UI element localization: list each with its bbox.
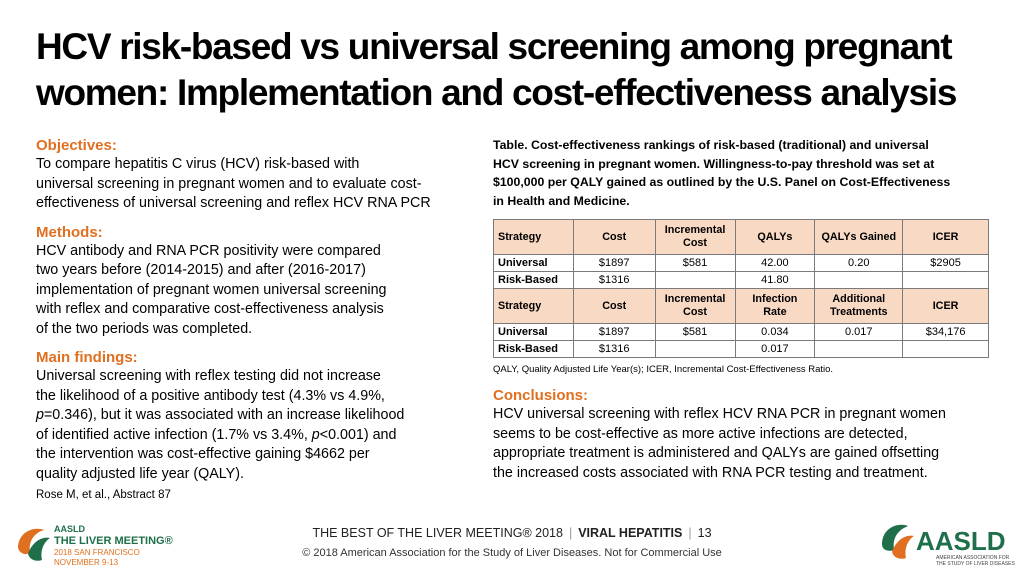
findings-line-rest: =0.346), but it was associated with an i… bbox=[43, 407, 405, 423]
p-value-symbol: p bbox=[36, 407, 44, 423]
table-header-cell: QALYs Gained bbox=[814, 219, 904, 255]
table-cell: 0.017 bbox=[814, 323, 904, 341]
footer-separator: | bbox=[688, 526, 692, 540]
footer-line: THE BEST OF THE LIVER MEETING® 2018 | VIRA… bbox=[0, 526, 1024, 540]
aasld-logo: AASLD AMERICAN ASSOCIATION FOR THE STUDY… bbox=[880, 520, 1020, 568]
table-cell: $1897 bbox=[572, 323, 656, 341]
conclusions-text: HCV universal screening with reflex HCV … bbox=[493, 406, 946, 481]
findings-heading: Main findings: bbox=[36, 349, 138, 366]
table-cell: 0.034 bbox=[734, 323, 816, 341]
table-header-cell: Additional Treatments bbox=[814, 288, 904, 324]
left-column: Objectives: To compare hepatitis C virus… bbox=[36, 136, 476, 493]
page-title: HCV risk-based vs universal screening am… bbox=[36, 26, 957, 113]
table-cell: $1897 bbox=[572, 254, 656, 272]
table-cell bbox=[814, 271, 904, 289]
conclusions-section: Conclusions: HCV universal screening wit… bbox=[493, 386, 993, 483]
table-cell: Risk-Based bbox=[493, 271, 574, 289]
logo-right-name: AASLD bbox=[916, 526, 1006, 556]
footer-page-number: 13 bbox=[697, 526, 712, 540]
objectives-heading: Objectives: bbox=[36, 137, 117, 154]
right-column: Table. Cost-effectiveness rankings of ri… bbox=[493, 136, 993, 483]
findings-line: of identified active infection (1.7% vs … bbox=[36, 426, 476, 446]
findings-line-start: of identified active infection (1.7% vs … bbox=[36, 426, 312, 443]
findings-line: Universal screening with reflex testing … bbox=[36, 368, 381, 384]
table-header-cell: Incremental Cost bbox=[654, 288, 736, 324]
table-row: Universal $1897 $581 0.034 0.017 $34,176 bbox=[493, 323, 989, 341]
footer-track: VIRAL HEPATITIS bbox=[578, 526, 683, 540]
table-row: Risk-Based $1316 41.80 bbox=[493, 271, 989, 289]
table-cell bbox=[654, 340, 736, 358]
logo-left-line2: THE LIVER MEETING® bbox=[54, 535, 173, 547]
logo-left-line4: NOVEMBER 9-13 bbox=[54, 558, 119, 567]
objectives-section: Objectives: To compare hepatitis C virus… bbox=[36, 136, 476, 214]
table-footnote: QALY, Quality Adjusted Life Year(s); ICE… bbox=[493, 364, 834, 375]
methods-heading: Methods: bbox=[36, 223, 103, 241]
findings-line: the intervention was cost-effective gain… bbox=[36, 446, 370, 462]
table-cell bbox=[654, 271, 736, 289]
table-row: Risk-Based $1316 0.017 bbox=[493, 340, 989, 358]
footer-separator: | bbox=[568, 526, 573, 540]
methods-text: HCV antibody and RNA PCR positivity were… bbox=[36, 242, 387, 337]
table-header-cell: Cost bbox=[572, 219, 656, 255]
table-cell: $1316 bbox=[572, 340, 656, 358]
logo-left-line3: 2018 SAN FRANCISCO bbox=[54, 548, 140, 557]
table-cell: 42.00 bbox=[734, 254, 816, 272]
table-cell: Risk-Based bbox=[493, 340, 574, 358]
table-cell: $1316 bbox=[572, 271, 656, 289]
table-cell: $581 bbox=[654, 254, 736, 272]
table-cell: 0.20 bbox=[814, 254, 904, 272]
table-cell: $581 bbox=[654, 323, 736, 341]
table-cell: Universal bbox=[493, 323, 574, 341]
table-header-cell: ICER bbox=[902, 219, 989, 255]
logo-right-sub1: AMERICAN ASSOCIATION FOR bbox=[936, 555, 1010, 561]
methods-section: Methods: HCV antibody and RNA PCR positi… bbox=[36, 223, 476, 340]
p-value-symbol: p bbox=[311, 426, 320, 443]
findings-line: quality adjusted life year (QALY). bbox=[36, 465, 244, 482]
aasld-logo-icon: AASLD AMERICAN ASSOCIATION FOR THE STUDY… bbox=[882, 524, 1015, 567]
logo-right-sub2: THE STUDY OF LIVER DISEASES bbox=[936, 561, 1015, 567]
logo-left-line1: AASLD bbox=[54, 524, 85, 534]
liver-meeting-logo-icon: AASLD THE LIVER MEETING® 2018 SAN FRANCI… bbox=[18, 524, 173, 567]
cost-effectiveness-table: Strategy Cost Incremental Cost QALYs QAL… bbox=[493, 219, 989, 358]
table-header-cell: Strategy bbox=[493, 288, 574, 324]
table-header-cell: Strategy bbox=[493, 219, 574, 255]
table-header-cell: ICER bbox=[902, 288, 989, 324]
footer-event: THE BEST OF THE LIVER MEETING® 2018 bbox=[312, 526, 563, 540]
table-header-cell: Incremental Cost bbox=[654, 219, 736, 255]
table-header-row: Strategy Cost Incremental Cost Infection… bbox=[493, 288, 989, 324]
conclusions-heading: Conclusions: bbox=[493, 387, 589, 404]
table-cell: Universal bbox=[493, 254, 574, 272]
table-cell: $2905 bbox=[902, 254, 989, 272]
findings-line: p=0.346), but it was associated with an … bbox=[36, 406, 476, 426]
table-row: Universal $1897 $581 42.00 0.20 $2905 bbox=[493, 254, 989, 272]
table-header-cell: Cost bbox=[572, 288, 656, 324]
table-cell: $34,176 bbox=[902, 323, 989, 341]
findings-line-rest: <0.001) and bbox=[319, 426, 397, 443]
table-cell: 0.017 bbox=[734, 340, 816, 358]
citation: Rose M, et al., Abstract 87 bbox=[36, 489, 171, 501]
table-caption: Table. Cost-effectiveness rankings of ri… bbox=[493, 138, 951, 208]
table-cell: 41.80 bbox=[734, 271, 816, 289]
table-header-cell: Infection Rate bbox=[734, 288, 816, 324]
table-cell bbox=[902, 340, 989, 358]
table-header-row: Strategy Cost Incremental Cost QALYs QAL… bbox=[493, 219, 989, 255]
table-cell bbox=[902, 271, 989, 289]
table-header-cell: QALYs bbox=[734, 219, 816, 255]
table-cell bbox=[814, 340, 904, 358]
findings-text: Universal screening with reflex testing … bbox=[36, 367, 476, 484]
findings-section: Main findings: Universal screening with … bbox=[36, 348, 476, 484]
findings-line: the likelihood of a positive antibody te… bbox=[36, 387, 385, 404]
liver-meeting-logo: AASLD THE LIVER MEETING® 2018 SAN FRANCI… bbox=[14, 518, 174, 572]
objectives-text: To compare hepatitis C virus (HCV) risk-… bbox=[36, 156, 431, 211]
copyright: © 2018 American Association for the Stud… bbox=[302, 547, 722, 559]
